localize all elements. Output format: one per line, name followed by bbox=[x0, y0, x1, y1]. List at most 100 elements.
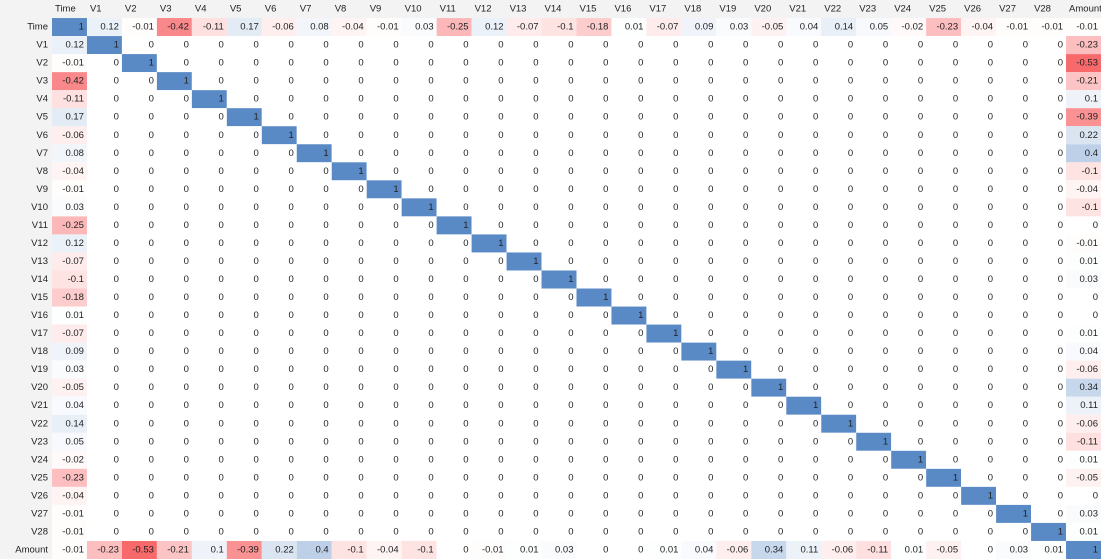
row-header: V19 bbox=[31, 364, 48, 375]
cell-value: 0 bbox=[114, 274, 119, 285]
cell-value: 0 bbox=[883, 490, 888, 501]
cell bbox=[821, 126, 857, 145]
cell bbox=[611, 414, 647, 433]
cell-value: 1 bbox=[883, 436, 888, 447]
cell bbox=[366, 18, 402, 37]
cell bbox=[86, 504, 122, 523]
cell-value: -0.06 bbox=[1076, 418, 1098, 429]
cell-value: 0 bbox=[533, 418, 538, 429]
cell-value: 0 bbox=[988, 526, 993, 537]
cell-value: 0 bbox=[533, 148, 538, 159]
cell-value: 0 bbox=[149, 310, 154, 321]
cell bbox=[891, 54, 927, 73]
cell bbox=[1066, 144, 1101, 163]
cell-value: 0.03 bbox=[65, 364, 84, 375]
cell bbox=[296, 36, 332, 55]
cell bbox=[191, 234, 227, 253]
cell bbox=[996, 414, 1032, 433]
cell bbox=[121, 360, 157, 379]
cell-value: 0 bbox=[708, 220, 713, 231]
cell-value: 0 bbox=[918, 436, 923, 447]
cell bbox=[156, 450, 192, 469]
cell bbox=[541, 126, 577, 145]
cell-value: 0 bbox=[393, 292, 398, 303]
cell-value: 0 bbox=[1023, 526, 1028, 537]
cell-value: 0 bbox=[708, 94, 713, 105]
cell-value: 0 bbox=[568, 40, 573, 51]
cell bbox=[471, 18, 507, 37]
cell-value: 0 bbox=[778, 346, 783, 357]
cell bbox=[926, 72, 962, 91]
cell-value: 0 bbox=[953, 256, 958, 267]
cell-value: 0 bbox=[114, 400, 119, 411]
cell-value: 0 bbox=[743, 508, 748, 519]
cell bbox=[926, 270, 962, 289]
cell bbox=[926, 144, 962, 163]
cell-value: 0 bbox=[778, 508, 783, 519]
cell-value: 0 bbox=[428, 292, 433, 303]
cell bbox=[681, 216, 717, 235]
cell bbox=[1031, 450, 1067, 469]
cell-value: 0 bbox=[149, 220, 154, 231]
cell-value: 0 bbox=[848, 40, 853, 51]
cell-value: 0 bbox=[813, 238, 818, 249]
cell bbox=[436, 234, 472, 253]
cell bbox=[331, 306, 367, 325]
cell bbox=[86, 486, 122, 505]
cell-value: 0 bbox=[219, 310, 224, 321]
cell bbox=[52, 450, 87, 469]
cell-value: 0 bbox=[1093, 310, 1098, 321]
cell bbox=[86, 522, 122, 541]
cell bbox=[681, 486, 717, 505]
cell bbox=[786, 396, 822, 415]
cell-value: 0 bbox=[393, 472, 398, 483]
cell bbox=[226, 216, 262, 235]
cell bbox=[786, 414, 822, 433]
cell-value: 1 bbox=[463, 220, 468, 231]
cell bbox=[436, 396, 472, 415]
cell bbox=[191, 396, 227, 415]
cell-value: 0 bbox=[533, 400, 538, 411]
cell bbox=[926, 432, 962, 451]
cell bbox=[541, 90, 577, 109]
cell bbox=[646, 504, 682, 523]
cell bbox=[436, 378, 472, 397]
cell bbox=[191, 414, 227, 433]
cell-value: -0.04 bbox=[342, 22, 364, 33]
cell-value: 1 bbox=[673, 328, 678, 339]
cell bbox=[576, 288, 612, 307]
cell-value: 0 bbox=[813, 526, 818, 537]
cell-value: 0 bbox=[638, 238, 643, 249]
cell bbox=[471, 36, 507, 55]
cell bbox=[541, 396, 577, 415]
cell bbox=[261, 450, 297, 469]
cell bbox=[751, 306, 787, 325]
cell-value: 0 bbox=[149, 94, 154, 105]
cell bbox=[996, 144, 1032, 163]
cell bbox=[716, 378, 752, 397]
cell-value: 0 bbox=[743, 418, 748, 429]
cell bbox=[226, 324, 262, 343]
cell bbox=[366, 324, 402, 343]
cell bbox=[156, 522, 192, 541]
cell bbox=[296, 54, 332, 73]
cell bbox=[226, 252, 262, 271]
cell bbox=[156, 396, 192, 415]
cell bbox=[646, 450, 682, 469]
cell-value: 0 bbox=[673, 382, 678, 393]
column-header: V28 bbox=[1034, 4, 1051, 15]
cell bbox=[261, 216, 297, 235]
cell-value: 0 bbox=[498, 472, 503, 483]
cell bbox=[961, 324, 997, 343]
cell bbox=[156, 252, 192, 271]
cell-value: 0 bbox=[988, 472, 993, 483]
cell bbox=[996, 234, 1032, 253]
cell bbox=[191, 180, 227, 199]
cell bbox=[52, 540, 87, 559]
cell-value: 0 bbox=[323, 256, 328, 267]
cell bbox=[646, 252, 682, 271]
cell-value: 0 bbox=[988, 130, 993, 141]
cell bbox=[1031, 234, 1067, 253]
cell bbox=[1031, 162, 1067, 181]
cell bbox=[366, 342, 402, 361]
